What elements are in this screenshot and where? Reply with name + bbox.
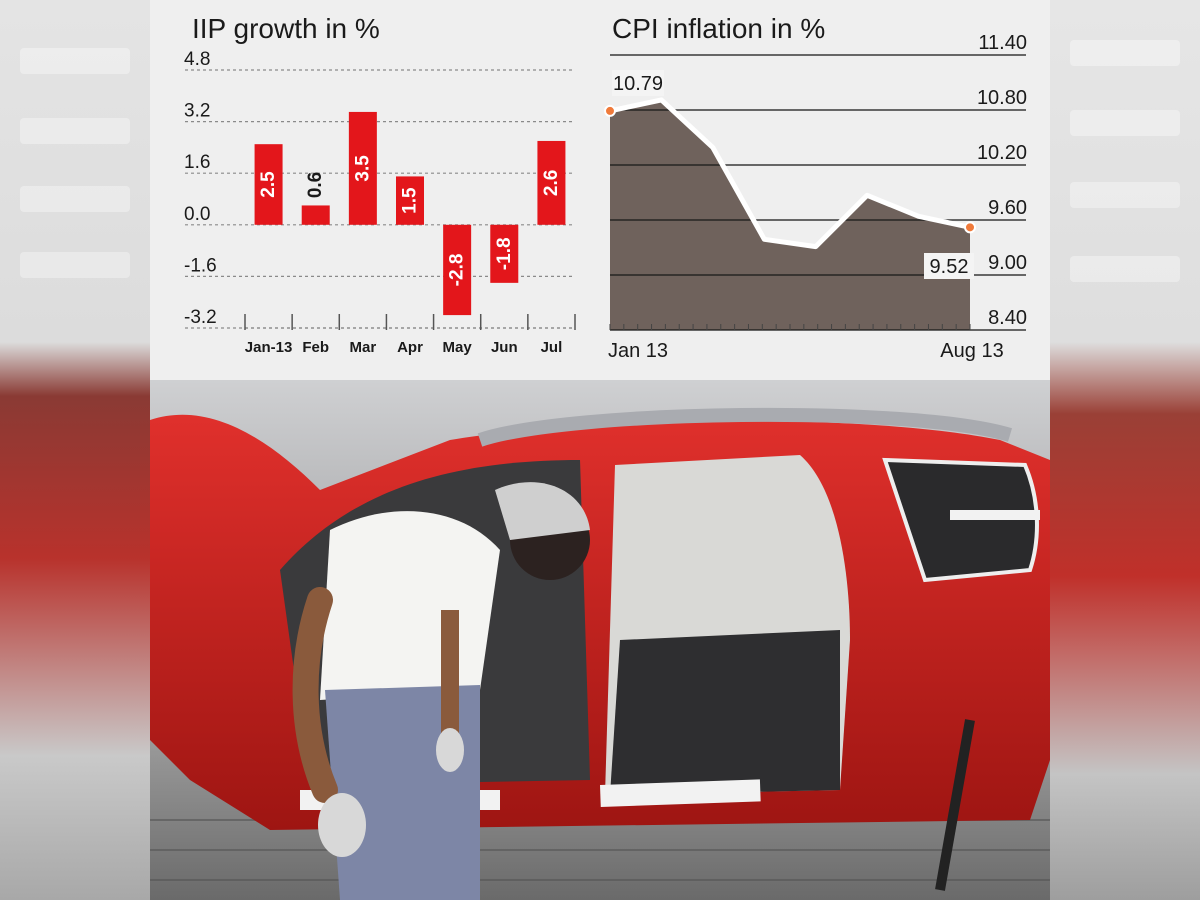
cpi-x-tick-label: Jan 13 — [608, 340, 668, 362]
iip-category-label: May — [443, 339, 473, 356]
iip-bar-value-label: 3.5 — [352, 155, 373, 182]
iip-bar-value-label: 2.5 — [258, 171, 279, 198]
iip-bar — [254, 144, 283, 225]
charts-panel: IIP growth in % 4.8 3.2 1.6 0.0 -1.6 -3.2 2.5… — [150, 0, 1050, 380]
cpi-y-tick-label: 8.40 — [988, 307, 1027, 329]
iip-bar-value-label: 1.5 — [400, 187, 421, 214]
cpi-annotation-box — [924, 253, 974, 279]
cpi-y-tick-label: 9.00 — [988, 252, 1027, 274]
cpi-x-ticks: Jan 13 Aug 13 — [608, 340, 1004, 362]
cpi-annotation-label: 10.79 — [613, 73, 663, 95]
rear-seat — [610, 630, 840, 795]
right-blurred-margin — [1050, 0, 1200, 900]
iip-category-label: Mar — [350, 339, 377, 356]
support-stand — [935, 719, 975, 891]
left-blurred-margin — [0, 0, 150, 900]
iip-bars: 2.5 0.6 3.5 1.5 -2.8 -1.8 2.6 — [254, 111, 566, 316]
worker-arm — [292, 587, 338, 803]
iip-x-axis — [244, 314, 576, 330]
iip-category-label: Apr — [397, 339, 423, 356]
iip-y-tick-label: -3.2 — [184, 307, 217, 328]
iip-bar-value-label: 0.6 — [305, 172, 326, 198]
factory-photo — [150, 380, 1050, 900]
iip-bar — [537, 140, 566, 225]
cpi-markers — [604, 104, 976, 234]
worker-shirt — [320, 511, 500, 700]
worker-cap — [495, 482, 590, 540]
cpi-endpoint-marker — [604, 104, 616, 117]
cpi-endpoint-marker — [964, 221, 976, 234]
roof-rail — [477, 407, 1013, 447]
worker-glove — [318, 793, 366, 857]
cpi-annotations: 10.79 9.52 — [612, 70, 974, 279]
main-panel: IIP growth in % 4.8 3.2 1.6 0.0 -1.6 -3.2 2.5… — [150, 0, 1050, 900]
iip-bar — [348, 111, 377, 225]
worker — [292, 482, 590, 900]
worker-glove-right — [436, 728, 464, 772]
cpi-area-fill — [610, 99, 970, 331]
cpi-y-tick-label: 9.60 — [988, 197, 1027, 219]
iip-bar — [301, 205, 330, 225]
iip-bar — [490, 224, 519, 283]
iip-y-tick-label: 4.8 — [184, 49, 210, 70]
iip-y-tick-label: -1.6 — [184, 255, 217, 276]
cpi-y-tick-label: 10.20 — [977, 142, 1027, 164]
cpi-y-ticks: 11.40 10.80 10.20 9.60 9.00 8.40 — [977, 32, 1027, 329]
cpi-annotation-label: 9.52 — [930, 256, 969, 278]
iip-bar — [396, 176, 424, 225]
iip-bar-chart: IIP growth in % 4.8 3.2 1.6 0.0 -1.6 -3.2 2.5… — [184, 13, 576, 356]
iip-y-tick-label: 1.6 — [184, 152, 210, 173]
iip-chart-title: IIP growth in % — [192, 13, 380, 44]
iip-y-tick-label: 3.2 — [184, 101, 210, 122]
cpi-annotation-box — [612, 70, 664, 96]
cpi-chart-title: CPI inflation in % — [612, 13, 825, 44]
iip-bar-value-label: -2.8 — [447, 254, 468, 287]
iip-x-ticks: Jan-13 Feb Mar Apr May Jun Jul — [245, 339, 562, 356]
iip-bar-value-label: 2.6 — [541, 170, 562, 196]
iip-y-ticks: 4.8 3.2 1.6 0.0 -1.6 -3.2 — [184, 49, 217, 328]
iip-gridlines — [185, 69, 575, 329]
cpi-series-line — [609, 97, 971, 250]
iip-category-label: Jul — [541, 339, 563, 356]
iip-bar — [443, 224, 472, 316]
iip-category-label: Jun — [491, 339, 518, 356]
iip-bar-value-label: -1.8 — [494, 237, 515, 270]
iip-category-label: Feb — [302, 339, 329, 356]
iip-category-label: Jan-13 — [245, 339, 293, 356]
cpi-y-tick-label: 11.40 — [978, 32, 1027, 54]
cpi-area-chart: CPI inflation in % 11.40 10.80 10.20 9.60 9.… — [604, 13, 1027, 362]
cpi-x-tick-label: Aug 13 — [940, 340, 1003, 362]
iip-y-tick-label: 0.0 — [184, 204, 210, 225]
cpi-y-tick-label: 10.80 — [977, 87, 1027, 109]
